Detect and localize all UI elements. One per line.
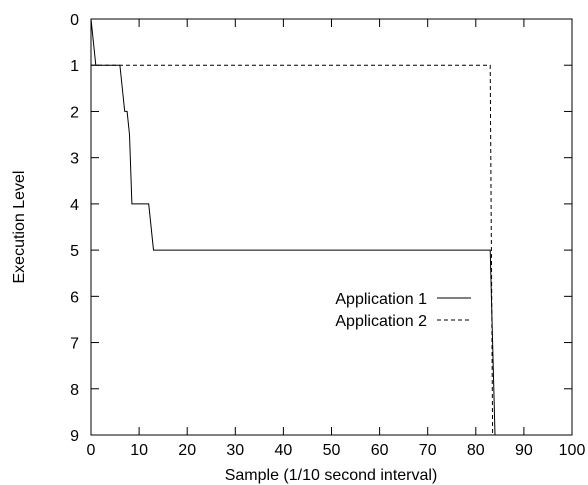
y-tick-label: 1	[70, 58, 79, 75]
x-tick-label: 90	[515, 442, 533, 459]
x-tick-label: 80	[467, 442, 485, 459]
y-tick-label: 2	[70, 104, 79, 121]
series-line-application-1	[90, 18, 496, 436]
x-tick-label: 40	[275, 442, 293, 459]
x-tick-label: 60	[371, 442, 389, 459]
x-tick-label: 50	[323, 442, 341, 459]
y-tick-label: 8	[70, 382, 79, 399]
y-axis-ticks: 0 1 2 3 4 5 6 7 8 9	[70, 12, 572, 445]
x-tick-label: 100	[559, 442, 586, 459]
x-tick-label: 20	[178, 442, 196, 459]
x-axis-label: Sample (1/10 second interval)	[225, 467, 438, 484]
x-tick-label: 30	[226, 442, 244, 459]
y-tick-label: 7	[70, 336, 79, 353]
plot-area-frame	[90, 18, 573, 436]
series-line-application-2	[91, 64, 494, 436]
x-tick-label: 10	[130, 442, 148, 459]
y-tick-label: 6	[70, 289, 79, 306]
legend: Application 1 Application 2	[335, 291, 471, 330]
y-axis-label: Execution Level	[11, 171, 28, 284]
legend-label-application-2: Application 2	[335, 313, 427, 330]
x-tick-label: 0	[87, 442, 96, 459]
x-tick-label: 70	[419, 442, 437, 459]
y-tick-label: 0	[70, 12, 79, 29]
y-tick-label: 9	[70, 428, 79, 445]
series-layer	[90, 18, 496, 436]
y-tick-label: 5	[70, 243, 79, 260]
y-tick-label: 4	[70, 197, 79, 214]
x-axis-ticks: 0 10 20 30 40 50 60 70 80 90 100	[87, 19, 586, 459]
y-tick-label: 3	[70, 151, 79, 168]
legend-label-application-1: Application 1	[335, 291, 427, 308]
